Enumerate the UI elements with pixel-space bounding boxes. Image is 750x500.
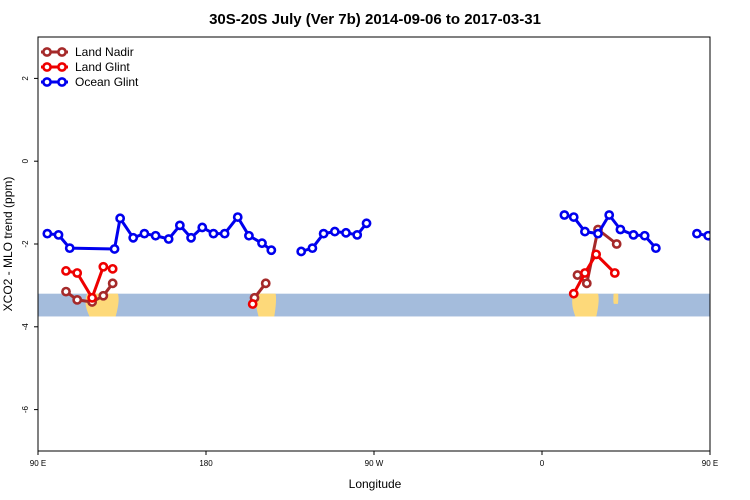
- x-axis-label: Longitude: [349, 477, 402, 491]
- land-glint-point: [609, 268, 620, 278]
- land-nadir-point: [61, 286, 71, 297]
- land-glint-point: [61, 266, 71, 276]
- ocean-glint-point: [628, 229, 639, 240]
- land-nadir-point: [260, 278, 271, 289]
- land-glint-point: [568, 288, 579, 299]
- ocean-glint-point: [296, 246, 307, 257]
- ocean-glint-point: [639, 230, 650, 241]
- x-tick-label: 90 E: [702, 459, 718, 468]
- ocean-glint-point: [716, 245, 723, 252]
- ocean-glint-point: [64, 243, 75, 254]
- ocean-glint-point: [208, 228, 219, 239]
- y-tick-label: 2: [21, 76, 30, 81]
- ocean-glint-point: [139, 228, 150, 239]
- ocean-glint-point: [42, 228, 53, 239]
- land-glint-point: [591, 249, 602, 260]
- ocean-glint-point: [580, 226, 590, 237]
- x-tick-label: 0: [540, 459, 545, 468]
- legend-ocean-glint-marker: [57, 77, 67, 87]
- land-south-america-west: [256, 293, 277, 317]
- land-nadir-point: [72, 294, 83, 305]
- legend-land-nadir-marker: [57, 47, 67, 57]
- y-tick-label: 0: [21, 158, 30, 163]
- ocean-glint-point: [115, 213, 126, 224]
- legend-land-nadir-label: Land Nadir: [75, 45, 134, 59]
- ocean-glint-point: [197, 222, 208, 233]
- land-glint-point: [107, 263, 118, 274]
- land-glint-point: [729, 269, 736, 276]
- chart-title: 30S-20S July (Ver 7b) 2014-09-06 to 2017…: [209, 11, 541, 28]
- ocean-glint-point: [186, 232, 196, 243]
- ocean-glint-point: [232, 212, 243, 222]
- land-glint-point: [72, 268, 83, 278]
- ocean-glint-point: [568, 212, 579, 222]
- ocean-glint-point: [244, 230, 254, 241]
- ocean-band: [38, 293, 710, 317]
- ocean-glint-point: [559, 210, 570, 220]
- ocean-glint-point: [318, 228, 329, 239]
- y-tick-label: -6: [21, 405, 30, 413]
- land-glint-line: [572, 252, 616, 295]
- land-nadir-point: [611, 239, 622, 249]
- ocean-glint-point: [257, 238, 267, 249]
- land-africa: [572, 293, 599, 317]
- ocean-glint-point: [604, 210, 615, 220]
- plot-frame: [37, 36, 711, 452]
- ocean-glint-point: [307, 243, 318, 254]
- legend-land-glint-marker: [42, 62, 52, 72]
- land-nadir-point: [107, 278, 118, 289]
- y-axis-label: XCO2 - MLO trend (ppm): [1, 177, 15, 312]
- land-glint-point: [718, 267, 725, 274]
- y-tick-label: -4: [21, 323, 30, 331]
- land-nadir-point: [729, 296, 736, 303]
- ocean-glint-point: [650, 243, 661, 254]
- series-layer: [42, 210, 750, 309]
- map-band: [38, 293, 750, 317]
- land-glint-point: [87, 292, 98, 303]
- land-glint-point: [98, 261, 109, 272]
- legend-land-glint-label: Land Glint: [75, 60, 130, 74]
- land-nadir-point: [742, 298, 749, 305]
- y-axis: 2 0 -2 -4 -6: [21, 76, 38, 413]
- legend-ocean-glint-label: Ocean Glint: [75, 75, 139, 89]
- ocean-glint-point: [692, 228, 702, 239]
- land-australia-repeat: [741, 294, 750, 317]
- ocean-glint-point: [128, 232, 139, 243]
- ocean-glint-point: [361, 218, 372, 229]
- x-axis: 90 E 180 90 W 0 90 E: [30, 451, 718, 468]
- ocean-glint-point: [174, 220, 185, 231]
- y-tick-label: -2: [21, 240, 30, 248]
- land-nadir-line: [721, 283, 750, 302]
- land-nadir-point: [572, 270, 583, 280]
- legend-ocean-glint-marker: [42, 77, 52, 87]
- land-glint-point: [247, 299, 258, 309]
- land-glint-point: [742, 294, 749, 301]
- land-nadir-point: [718, 288, 725, 295]
- land-glint-point: [580, 268, 590, 278]
- ocean-glint-point: [219, 228, 230, 239]
- legend-land-nadir-marker: [42, 47, 52, 57]
- ocean-glint-point: [352, 229, 363, 240]
- ocean-glint-point: [341, 227, 351, 238]
- land-nadir-point: [98, 290, 109, 301]
- land-glint-line: [721, 267, 750, 298]
- x-tick-label: 90 E: [30, 459, 46, 468]
- ocean-glint-point: [329, 226, 340, 237]
- ocean-glint-point: [703, 230, 710, 241]
- ocean-glint-point: [266, 245, 277, 256]
- x-tick-label: 90 W: [365, 459, 384, 468]
- ocean-glint-point: [150, 230, 161, 241]
- ocean-glint-point: [109, 244, 120, 254]
- ocean-glint-point: [53, 229, 64, 240]
- x-tick-label: 180: [199, 459, 213, 468]
- ocean-glint-point: [163, 234, 174, 244]
- ocean-glint-point: [615, 224, 626, 235]
- legend-land-glint-marker: [57, 62, 67, 72]
- land-nadir-point: [581, 278, 592, 289]
- ocean-glint-point: [593, 228, 603, 239]
- land-madagascar: [613, 293, 619, 304]
